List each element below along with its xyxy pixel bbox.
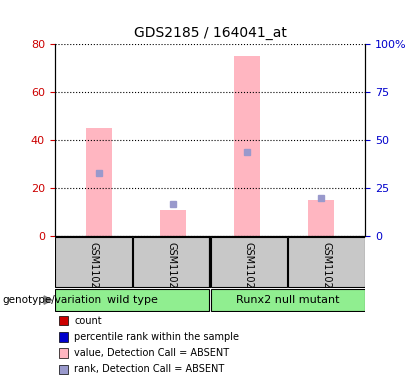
Text: GSM110247: GSM110247 (322, 242, 331, 301)
Text: GSM110244: GSM110244 (89, 242, 98, 301)
Text: GSM110245: GSM110245 (166, 242, 176, 301)
Text: percentile rank within the sample: percentile rank within the sample (74, 332, 239, 342)
Bar (55, 289, 209, 311)
Bar (133, 237, 209, 288)
Bar (211, 237, 287, 288)
Bar (211, 289, 365, 311)
Text: value, Detection Call = ABSENT: value, Detection Call = ABSENT (74, 348, 229, 358)
Text: Runx2 null mutant: Runx2 null mutant (236, 295, 339, 305)
Text: rank, Detection Call = ABSENT: rank, Detection Call = ABSENT (74, 364, 225, 374)
Title: GDS2185 / 164041_at: GDS2185 / 164041_at (134, 26, 286, 40)
Text: wild type: wild type (107, 295, 158, 305)
Bar (55, 237, 131, 288)
Bar (308, 200, 334, 236)
Bar (289, 237, 365, 288)
Text: GSM110246: GSM110246 (244, 242, 254, 301)
Bar (160, 210, 186, 236)
Text: count: count (74, 316, 102, 326)
Bar (234, 56, 260, 236)
Text: genotype/variation: genotype/variation (2, 295, 101, 305)
Bar (86, 128, 112, 236)
